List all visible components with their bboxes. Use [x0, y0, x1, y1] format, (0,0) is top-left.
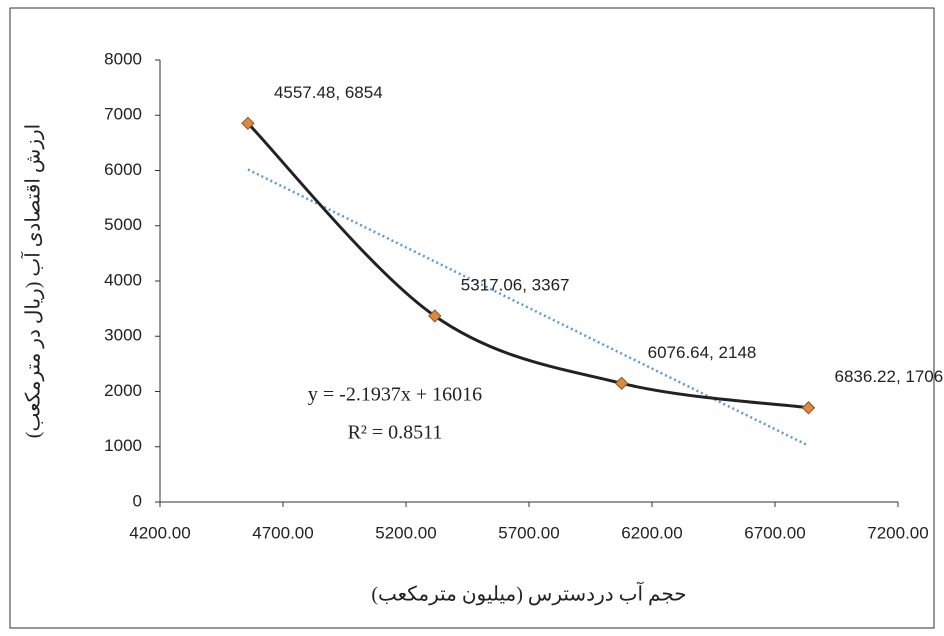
data-label: 6076.64, 2148 [648, 343, 757, 362]
data-label: 4557.48, 6854 [274, 83, 383, 102]
curve [246, 122, 809, 410]
x-tick-label: 6200.00 [621, 523, 682, 542]
data-label: 6836.22, 1706 [835, 367, 944, 386]
x-tick-label: 5700.00 [498, 523, 559, 542]
x-tick-label: 4200.00 [129, 523, 190, 542]
data-label: 5317.06, 3367 [461, 275, 570, 294]
x-tick-label: 4700.00 [252, 523, 313, 542]
x-tick-label: 7200.00 [867, 523, 928, 542]
y-tick-label: 4000 [104, 270, 142, 289]
trend-equation: y = -2.1937x + 16016 [308, 384, 482, 406]
x-axis-title: حجم آب دردسترس (میلیون مترمکعب) [371, 582, 686, 606]
y-tick-label: 8000 [104, 49, 142, 68]
chart-frame [9, 7, 935, 629]
y-axis-title: ارزش اقتصادی آب (ریال در مترمکعب) [21, 124, 45, 438]
y-tick-label: 5000 [104, 215, 142, 234]
x-tick-label: 5200.00 [375, 523, 436, 542]
x-tick-label: 6700.00 [744, 523, 805, 542]
point [614, 376, 629, 391]
point [428, 309, 442, 323]
point [241, 116, 255, 131]
y-tick-label: 1000 [104, 436, 142, 455]
y-tick-label: 0 [133, 491, 142, 510]
trend-r2: R² = 0.8511 [348, 422, 443, 444]
y-tick-label: 2000 [104, 381, 142, 400]
point [801, 401, 816, 415]
y-tick-label: 7000 [104, 105, 142, 124]
y-tick-label: 3000 [104, 326, 142, 345]
y-tick-label: 6000 [104, 160, 142, 179]
